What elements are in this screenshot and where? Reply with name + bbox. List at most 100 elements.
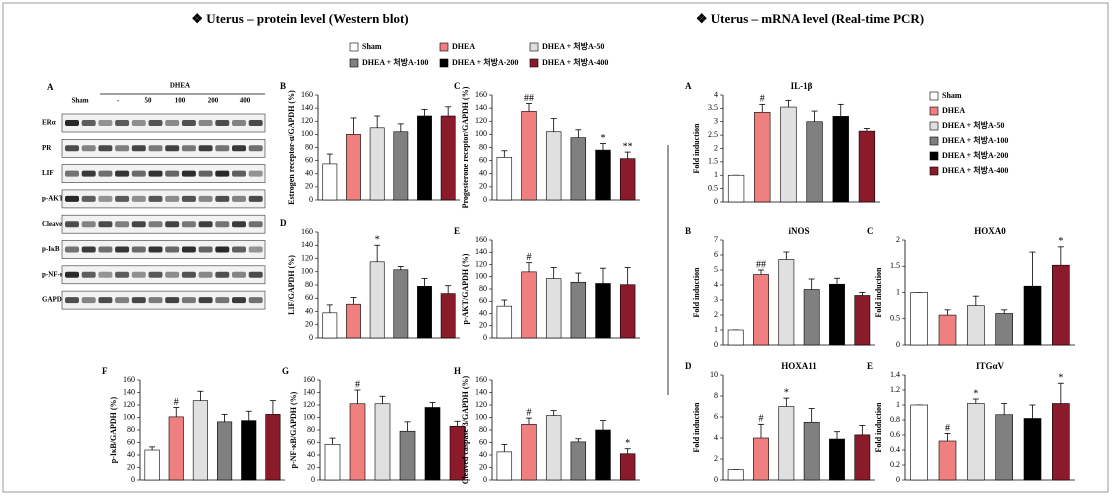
y-tick-label: 4 <box>714 280 718 289</box>
y-tick-label: 160 <box>123 375 135 384</box>
y-tick-label: 0.5 <box>708 183 718 192</box>
bar <box>570 137 587 201</box>
panel-letter: E <box>867 361 873 371</box>
significance: # <box>527 407 532 418</box>
y-tick-label: 1 <box>714 170 718 179</box>
blot-band <box>165 120 180 126</box>
blot-strip <box>61 113 266 133</box>
y-tick-label: 140 <box>301 240 313 249</box>
y-axis-label: p-AKT/GAPDH (%) <box>461 253 470 324</box>
bar <box>1023 418 1042 481</box>
y-tick-label: 0.2 <box>890 460 900 469</box>
blot-band <box>181 297 196 304</box>
y-tick-label: 1 <box>896 400 900 409</box>
bar <box>322 312 338 339</box>
significance: # <box>945 423 950 434</box>
blot-band <box>215 120 230 126</box>
blot-strip <box>61 290 266 310</box>
blot-band <box>232 271 246 278</box>
blot-column: 50 <box>145 97 153 105</box>
bar <box>803 289 820 346</box>
bar <box>570 441 587 481</box>
y-tick-label: 1.5 <box>890 261 900 270</box>
legend-label: DHEA + 처방A-50 <box>942 120 1004 130</box>
blot-band <box>215 195 230 202</box>
blot-row-label: p-NF-κB <box>42 270 69 278</box>
bar <box>545 415 562 481</box>
legend-label: DHEA + 처방A-400 <box>942 165 1008 175</box>
y-tick-label: 7 <box>714 235 718 244</box>
y-tick-label: 10 <box>710 370 718 379</box>
y-axis-label: Fold induction <box>874 402 883 453</box>
blot-column: - <box>117 97 120 105</box>
blot-band <box>81 246 96 253</box>
blot-band <box>148 170 163 177</box>
bar <box>369 261 385 339</box>
chart-title: HOXA11 <box>781 361 817 371</box>
bar <box>727 329 744 346</box>
y-tick-label: 40 <box>307 450 315 459</box>
chart-title: IL-1β <box>791 81 813 91</box>
blot-band <box>198 297 213 304</box>
blot-band <box>215 145 230 152</box>
y-tick-label: 100 <box>123 412 135 421</box>
blot-band <box>248 170 263 177</box>
y-tick-label: 1.4 <box>890 370 900 379</box>
bar <box>424 407 441 481</box>
significance: * <box>1058 373 1063 384</box>
legend-label: DHEA + 처방A-100 <box>942 135 1008 145</box>
panel-letter: H <box>454 366 461 376</box>
blot-band <box>232 221 246 228</box>
legend-label: Sham <box>362 42 382 51</box>
blot-band <box>198 120 213 126</box>
blot-band <box>131 246 146 253</box>
blot-band <box>215 221 230 228</box>
legend-swatch <box>929 106 939 116</box>
y-tick-label: 0 <box>483 333 487 342</box>
legend-swatch <box>439 42 449 52</box>
panel-letter: C <box>454 81 461 91</box>
legend-swatch <box>349 42 359 52</box>
bar <box>346 134 361 201</box>
blot-band <box>165 170 180 177</box>
blot-band <box>98 145 113 152</box>
blot-band <box>248 297 263 304</box>
y-tick-label: 0 <box>714 340 718 349</box>
bar <box>619 284 636 339</box>
y-axis-label: Progesterone receptor/GAPDH (%) <box>461 86 470 208</box>
blot-band <box>81 170 96 177</box>
bar <box>168 416 184 481</box>
blot-band <box>115 170 130 177</box>
panel-letter: B <box>280 81 286 91</box>
bar <box>449 425 466 481</box>
bar <box>1052 403 1070 481</box>
blot-band <box>81 120 96 126</box>
bar <box>496 157 513 201</box>
blot-band <box>181 145 196 152</box>
blot-column: 200 <box>208 97 219 105</box>
blot-band <box>148 271 163 278</box>
blot-band <box>65 246 79 253</box>
y-tick-label: 2 <box>714 454 718 463</box>
blot-band <box>131 120 146 126</box>
y-tick-label: 5 <box>714 265 718 274</box>
y-tick-label: 40 <box>127 450 135 459</box>
blot-band <box>148 145 163 152</box>
y-tick-label: 20 <box>307 462 315 471</box>
bar <box>727 469 744 481</box>
bar <box>754 112 771 203</box>
bar <box>322 163 338 201</box>
blot-band <box>248 246 263 253</box>
chart-title: HOXA0 <box>974 226 1006 236</box>
y-tick-label: 1.5 <box>708 157 718 166</box>
bar <box>192 400 208 481</box>
bar <box>417 115 432 201</box>
y-tick-label: 4 <box>714 90 718 99</box>
blot-band <box>215 297 230 304</box>
blot-band <box>65 195 79 202</box>
significance: # <box>355 379 360 390</box>
bar <box>829 283 845 346</box>
blot-band <box>115 271 130 278</box>
blot-band <box>215 170 230 177</box>
y-tick-label: 0 <box>896 475 900 484</box>
